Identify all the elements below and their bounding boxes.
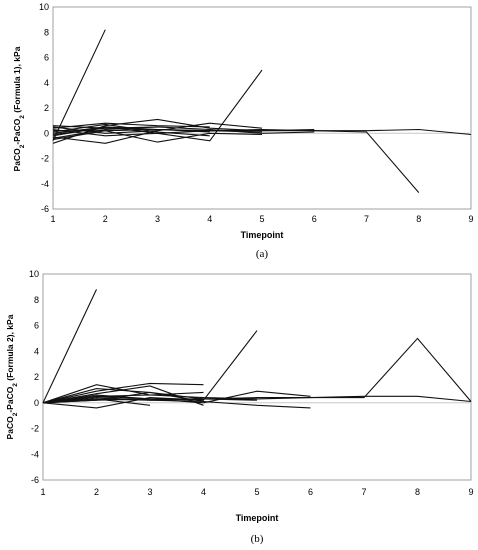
x-tick-label: 6: [308, 487, 313, 497]
y-axis-label-subscript: 2: [19, 115, 26, 119]
y-tick-label: -6: [41, 204, 49, 214]
y-axis-label: PaCO2-PaCO2 (Formula 1), kPa: [12, 46, 26, 171]
y-axis-label-text: PaCO: [5, 416, 15, 440]
y-axis-label-text: -PaCO: [5, 386, 15, 412]
series-line-12: [52, 123, 210, 137]
y-axis-label-subscript: 2: [12, 412, 19, 416]
y-tick-label: 6: [34, 321, 39, 331]
series-line-11: [42, 385, 204, 406]
y-tick-label: -2: [41, 154, 49, 164]
series-line-4: [42, 395, 472, 404]
x-tick-label: 6: [312, 214, 317, 224]
series-line-14: [52, 126, 158, 134]
series-line-14: [42, 391, 204, 404]
y-tick-label: 0: [34, 398, 39, 408]
y-tick-label: 10: [29, 269, 39, 279]
x-tick-label: 5: [259, 214, 264, 224]
y-axis-label-text: (Formula 2), kPa: [5, 314, 15, 383]
series-line-5: [42, 382, 204, 404]
y-tick-label: 2: [34, 372, 39, 382]
x-axis-label: Timepoint: [236, 513, 279, 523]
series-line-8: [42, 397, 311, 409]
x-tick-label: 7: [364, 214, 369, 224]
x-axis-label: Timepoint: [241, 230, 284, 240]
y-tick-label: 8: [34, 295, 39, 305]
y-tick-label: -2: [31, 424, 39, 434]
x-tick-label: 4: [207, 214, 212, 224]
y-tick-label: 4: [44, 78, 49, 88]
x-tick-label: 5: [254, 487, 259, 497]
y-tick-label: 6: [44, 53, 49, 63]
series-line-1: [42, 289, 97, 404]
x-tick-label: 7: [361, 487, 366, 497]
x-tick-label: 8: [415, 487, 420, 497]
y-tick-label: -6: [31, 475, 39, 485]
series-line-5: [52, 118, 315, 144]
series-line-3: [42, 337, 472, 404]
plot-area: [52, 6, 472, 210]
series-line-7: [52, 122, 210, 129]
x-tick-label: 1: [40, 487, 45, 497]
x-tick-label: 3: [155, 214, 160, 224]
series-line-13: [52, 126, 315, 136]
y-axis-label: PaCO2-PaCO2 (Formula 2), kPa: [5, 314, 19, 439]
y-tick-label: 4: [34, 346, 39, 356]
y-axis-label-text: (Formula 1), kPa: [12, 46, 22, 115]
x-tick-label: 4: [201, 487, 206, 497]
x-tick-label: 2: [94, 487, 99, 497]
y-axis-label-text: PaCO: [12, 148, 22, 172]
y-axis-label-subscript: 2: [12, 383, 19, 387]
x-tick-label: 2: [103, 214, 108, 224]
y-axis-label-text: -PaCO: [12, 118, 22, 144]
x-tick-label: 3: [147, 487, 152, 497]
x-tick-label: 9: [468, 214, 473, 224]
y-axis-label-subscript: 2: [19, 144, 26, 148]
y-tick-label: 10: [39, 2, 49, 12]
y-tick-label: 8: [44, 27, 49, 37]
panel-label: (b): [251, 533, 264, 545]
x-tick-label: 1: [50, 214, 55, 224]
series-line-9: [42, 397, 204, 409]
y-tick-label: 0: [44, 128, 49, 138]
y-tick-label: -4: [31, 449, 39, 459]
x-tick-label: 8: [416, 214, 421, 224]
y-tick-label: -4: [41, 179, 49, 189]
panel-label: (a): [256, 248, 269, 260]
series-line-1: [52, 29, 106, 142]
series-line-13: [42, 394, 258, 404]
y-tick-label: 2: [44, 103, 49, 113]
x-tick-label: 9: [468, 487, 473, 497]
plot-area: [42, 273, 472, 481]
